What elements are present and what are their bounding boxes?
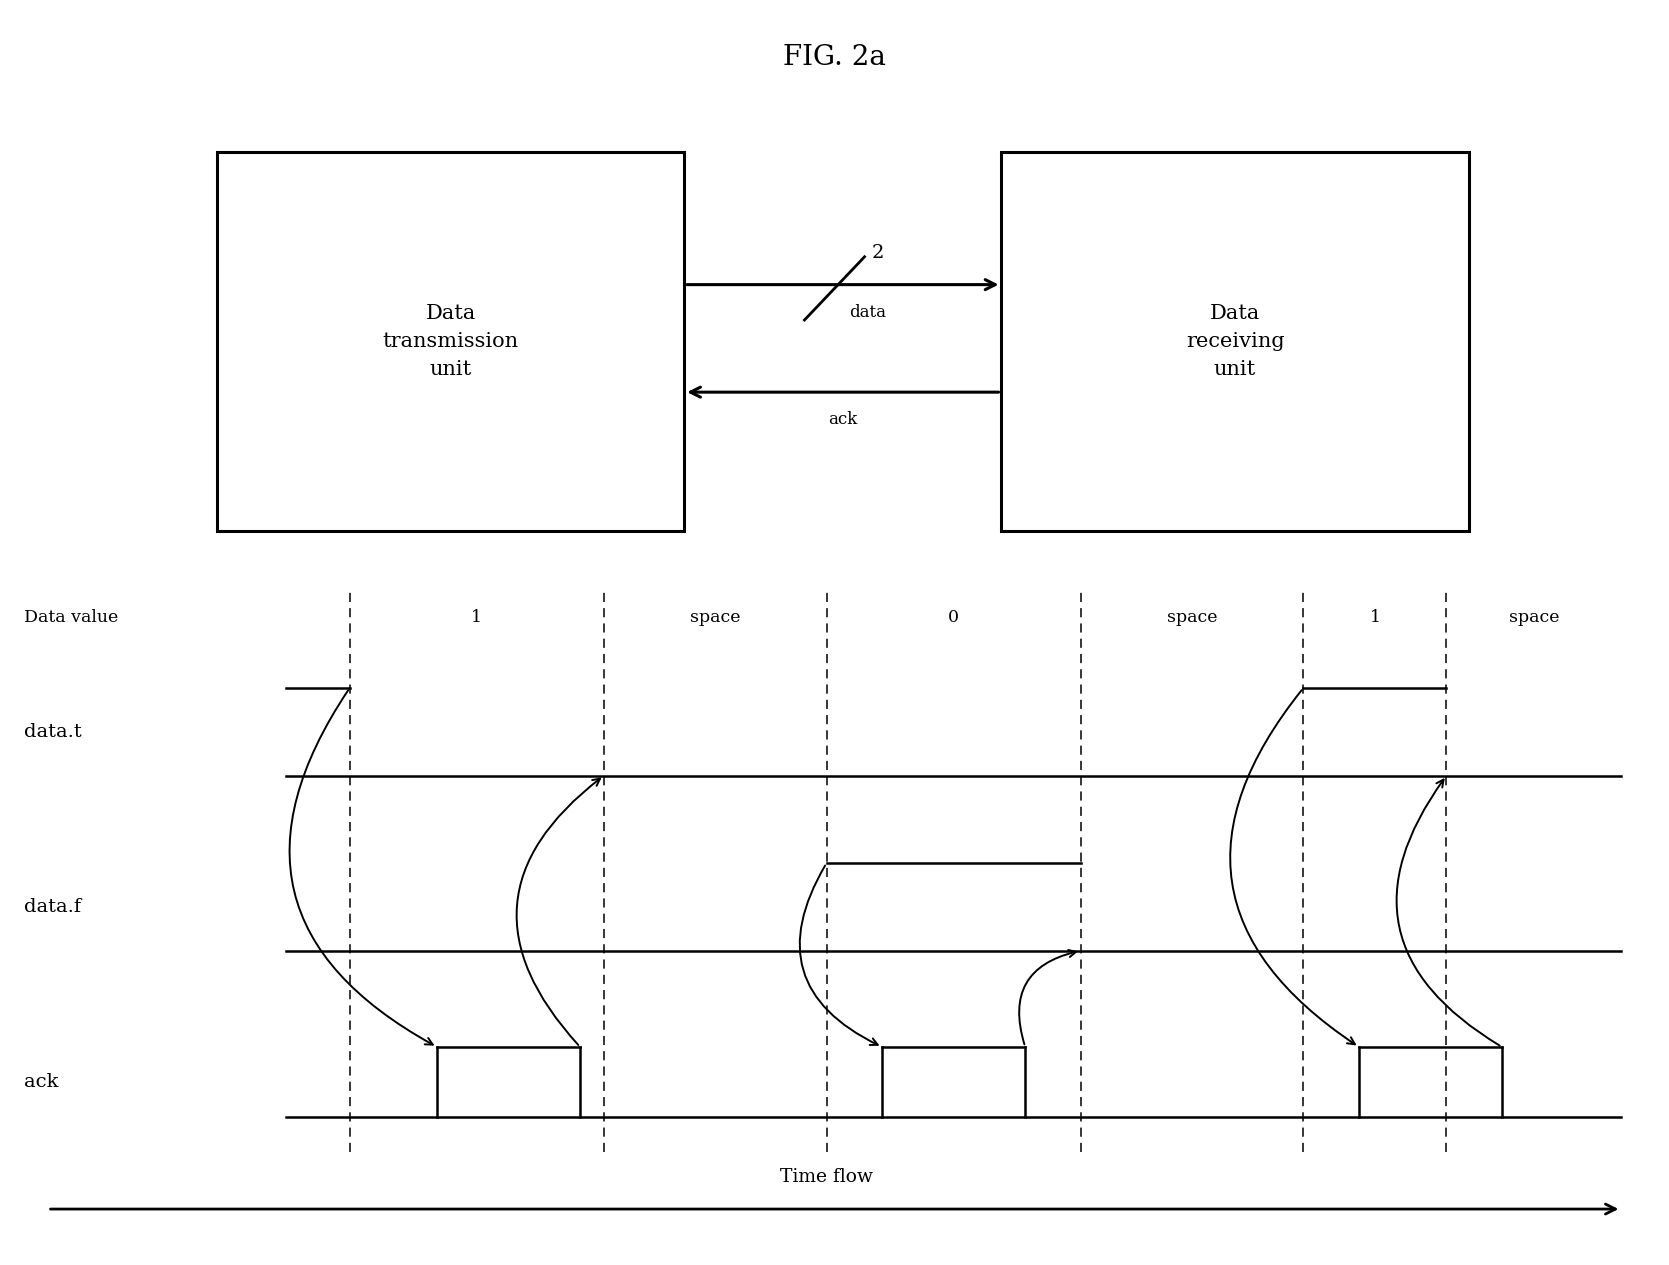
Text: Data
receiving
unit: Data receiving unit <box>1185 304 1285 379</box>
Text: data.f: data.f <box>23 898 82 916</box>
Text: ack: ack <box>23 1073 58 1090</box>
Text: 1: 1 <box>471 610 482 626</box>
Text: FIG. 2a: FIG. 2a <box>783 44 886 71</box>
Text: space: space <box>1509 610 1559 626</box>
Text: data.t: data.t <box>23 722 82 741</box>
Text: 0: 0 <box>948 610 960 626</box>
Text: space: space <box>689 610 741 626</box>
Text: space: space <box>1167 610 1217 626</box>
Bar <box>1001 152 1469 531</box>
Text: 1: 1 <box>1370 610 1380 626</box>
Text: Time flow: Time flow <box>779 1168 873 1185</box>
Text: Data
transmission
unit: Data transmission unit <box>382 304 519 379</box>
Text: ack: ack <box>828 411 858 428</box>
Bar <box>217 152 684 531</box>
Text: data: data <box>850 304 886 320</box>
Text: Data value: Data value <box>23 610 118 626</box>
Text: 2: 2 <box>871 244 883 262</box>
